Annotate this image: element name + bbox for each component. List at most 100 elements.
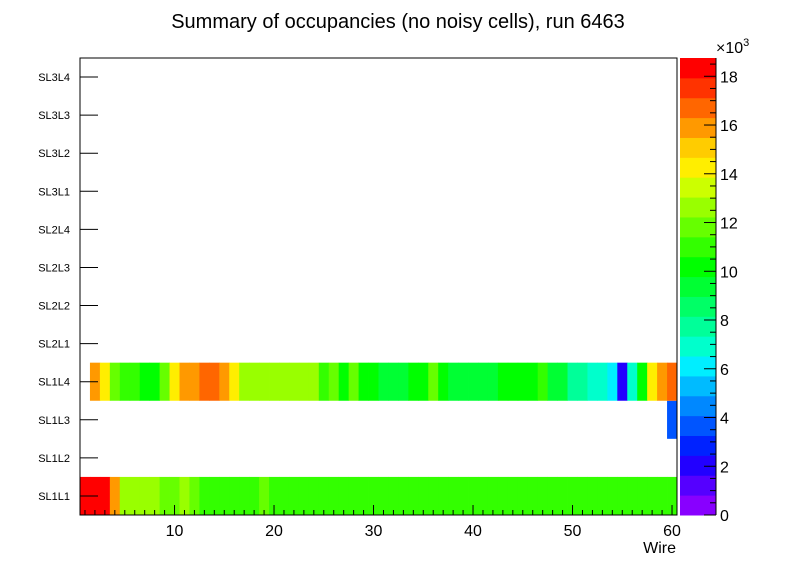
y-tick-label: SL2L3 <box>38 262 70 274</box>
z-tick-label: 6 <box>720 362 729 379</box>
heatmap-cell <box>388 476 399 515</box>
y-tick-label: SL2L2 <box>38 301 70 313</box>
color-scale-axis: 0 2 4 6 8 10 12 14 16 18 <box>704 58 738 525</box>
heatmap-cell <box>617 362 628 401</box>
heatmap-cell <box>219 476 230 515</box>
heatmap-cell <box>428 362 439 401</box>
color-scale-band <box>680 395 716 417</box>
heatmap-cell <box>597 362 608 401</box>
z-tick-label: 14 <box>720 167 738 184</box>
heatmap-cell <box>408 476 419 515</box>
z-tick-label: 18 <box>720 69 738 86</box>
heatmap-cell <box>119 476 131 515</box>
heatmap-cell <box>288 362 300 401</box>
heatmap-cell <box>627 362 638 401</box>
heatmap-cell <box>567 362 578 401</box>
heatmap-cell <box>348 362 359 401</box>
color-scale-band <box>680 495 716 516</box>
heatmap-cell <box>259 362 270 401</box>
heatmap-cell <box>507 362 519 401</box>
heatmap-cell <box>448 362 459 401</box>
color-scale-band <box>680 58 716 79</box>
heatmap-cell <box>229 362 240 401</box>
heatmap-cell <box>189 362 200 401</box>
chart-title: Summary of occupancies (no noisy cells),… <box>171 11 625 33</box>
heatmap-cell <box>438 476 449 515</box>
heatmap-cell <box>537 362 549 401</box>
heatmap-cell <box>607 476 618 515</box>
color-scale-band <box>680 77 716 99</box>
color-scale-band <box>680 117 716 138</box>
heatmap-cell <box>667 362 678 401</box>
x-axis-title: Wire <box>643 540 676 557</box>
heatmap-cell <box>308 476 320 515</box>
heatmap-cell <box>249 362 260 401</box>
z-tick-label: 12 <box>720 216 738 233</box>
heatmap-cell <box>418 362 429 401</box>
heatmap-cell <box>328 362 340 401</box>
heatmap-cell <box>209 476 220 515</box>
z-tick-label: 2 <box>720 459 729 476</box>
heatmap-cell <box>537 476 549 515</box>
heatmap-cell <box>667 400 678 439</box>
z-tick-label: 0 <box>720 508 729 525</box>
heatmap-cell <box>517 476 529 515</box>
heatmap-cell <box>517 362 529 401</box>
heatmap-cell <box>418 476 429 515</box>
x-tick-label: 30 <box>365 523 383 540</box>
color-scale-band <box>680 316 716 337</box>
heatmap-cell <box>169 362 180 401</box>
heatmap-cell <box>657 476 668 515</box>
color-scale-band <box>680 137 716 158</box>
heatmap-cell <box>448 476 459 515</box>
exponent-base: ×10 <box>716 40 743 57</box>
heatmap-cell <box>647 476 658 515</box>
color-scale-band <box>680 356 716 377</box>
heatmap-cell <box>358 476 369 515</box>
heatmap-cell <box>637 362 648 401</box>
heatmap-cell <box>328 476 340 515</box>
heatmap-cell <box>627 476 638 515</box>
color-scale-band <box>680 296 716 317</box>
heatmap-cell <box>398 476 409 515</box>
heatmap-cell <box>527 362 539 401</box>
x-tick-label: 40 <box>464 523 482 540</box>
heatmap-cell <box>647 362 658 401</box>
heatmap-cell <box>129 476 141 515</box>
heatmap-cell <box>219 362 230 401</box>
heatmap-cell <box>567 476 578 515</box>
color-scale-band <box>680 177 716 198</box>
y-tick-label: SL3L4 <box>38 72 70 84</box>
heatmap-cell <box>269 476 280 515</box>
color-scale-band <box>680 375 716 397</box>
heatmap-cell <box>99 362 111 401</box>
heatmap-cell <box>279 362 290 401</box>
y-tick-label: SL1L1 <box>38 491 70 503</box>
heatmap-cell <box>129 362 141 401</box>
heatmap-cell <box>179 362 190 401</box>
color-scale-band <box>680 455 716 476</box>
y-axis: SL1L1 SL1L2 SL1L3 SL1L4 SL2L1 SL2L2 SL2L3 SL2L4… <box>38 72 98 503</box>
heatmap-cell <box>577 476 588 515</box>
heatmap-cell <box>368 362 379 401</box>
heatmap-cell <box>179 476 190 515</box>
heatmap-cell <box>249 476 260 515</box>
heatmap-cell <box>478 476 489 515</box>
heatmap-cell <box>239 362 250 401</box>
y-tick-label: SL2L1 <box>38 339 70 351</box>
heatmap-cell <box>557 362 568 401</box>
heatmap-cell <box>458 476 469 515</box>
color-scale-band <box>680 475 716 496</box>
heatmap-cell <box>487 362 499 401</box>
y-tick-label: SL3L3 <box>38 110 70 122</box>
heatmap-cell <box>279 476 290 515</box>
color-scale-band <box>680 336 716 357</box>
heatmap-cell <box>587 476 598 515</box>
heatmap-cell <box>617 476 628 515</box>
heatmap-cells <box>80 362 678 515</box>
x-axis: 10 20 30 40 50 60 <box>84 505 681 540</box>
heatmap-cell <box>159 476 170 515</box>
x-tick-label: 20 <box>265 523 283 540</box>
heatmap-cell <box>527 476 539 515</box>
